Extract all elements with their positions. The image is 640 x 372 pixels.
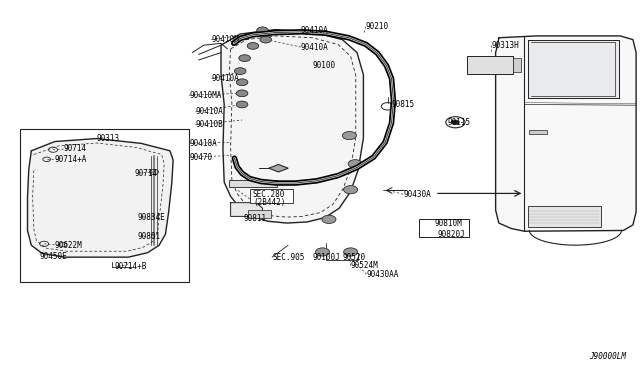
Bar <box>529 130 547 134</box>
Text: 90313: 90313 <box>97 134 120 143</box>
Polygon shape <box>495 36 636 231</box>
Text: 90410B: 90410B <box>195 121 223 129</box>
Circle shape <box>348 160 362 168</box>
Text: 90714: 90714 <box>63 144 86 153</box>
Text: 90834E: 90834E <box>138 213 166 222</box>
Bar <box>527 206 601 227</box>
Circle shape <box>342 132 356 140</box>
Bar <box>250 189 293 203</box>
Text: 90801: 90801 <box>138 232 161 241</box>
Polygon shape <box>230 203 262 217</box>
Polygon shape <box>269 164 288 172</box>
Circle shape <box>344 248 358 256</box>
Bar <box>229 180 277 187</box>
Text: 90714+B: 90714+B <box>115 262 147 271</box>
Text: 90418A: 90418A <box>189 139 217 148</box>
Text: 90100: 90100 <box>312 61 335 70</box>
Bar <box>513 58 520 72</box>
Text: J90000LM: J90000LM <box>589 352 627 361</box>
Circle shape <box>260 36 271 43</box>
Circle shape <box>234 68 246 74</box>
Circle shape <box>236 90 248 97</box>
Polygon shape <box>221 30 364 223</box>
Text: SEC.280: SEC.280 <box>253 190 285 199</box>
Text: 90430A: 90430A <box>403 190 431 199</box>
Circle shape <box>236 79 248 86</box>
Text: 90313H: 90313H <box>491 41 519 50</box>
Circle shape <box>344 186 358 194</box>
Circle shape <box>247 42 259 49</box>
Text: 90714: 90714 <box>135 169 158 177</box>
Bar <box>248 210 271 218</box>
Bar <box>419 219 468 237</box>
Text: 90410A: 90410A <box>195 108 223 116</box>
Polygon shape <box>28 138 173 257</box>
Text: SEC.905: SEC.905 <box>272 253 305 262</box>
Text: (2B442): (2B442) <box>253 198 285 207</box>
Bar <box>20 129 189 282</box>
Circle shape <box>236 101 248 108</box>
Text: 90470: 90470 <box>189 153 212 161</box>
Polygon shape <box>527 39 619 98</box>
Circle shape <box>316 248 330 256</box>
Text: 90430AA: 90430AA <box>367 270 399 279</box>
Circle shape <box>322 215 336 224</box>
Text: 90410MA: 90410MA <box>189 91 221 100</box>
Text: 90410A: 90410A <box>211 74 239 83</box>
Circle shape <box>452 120 460 125</box>
Text: 90410A: 90410A <box>301 26 328 35</box>
Bar <box>467 56 513 74</box>
Text: 90410A: 90410A <box>301 42 328 51</box>
Text: 90210: 90210 <box>366 22 389 31</box>
Text: 90815: 90815 <box>392 100 415 109</box>
Text: 90810M: 90810M <box>435 219 463 228</box>
Text: 90520: 90520 <box>343 253 366 262</box>
Text: 90450E: 90450E <box>39 252 67 261</box>
Text: 90115: 90115 <box>448 118 471 127</box>
Text: 90524M: 90524M <box>351 261 378 270</box>
Text: 90100J: 90100J <box>312 253 340 262</box>
Text: 90820J: 90820J <box>438 230 465 240</box>
Text: 90714+A: 90714+A <box>55 155 87 164</box>
Text: 90410M: 90410M <box>211 35 239 44</box>
Text: 90622M: 90622M <box>55 241 83 250</box>
Circle shape <box>257 27 268 34</box>
Text: 90811: 90811 <box>243 214 266 223</box>
Circle shape <box>239 55 250 61</box>
